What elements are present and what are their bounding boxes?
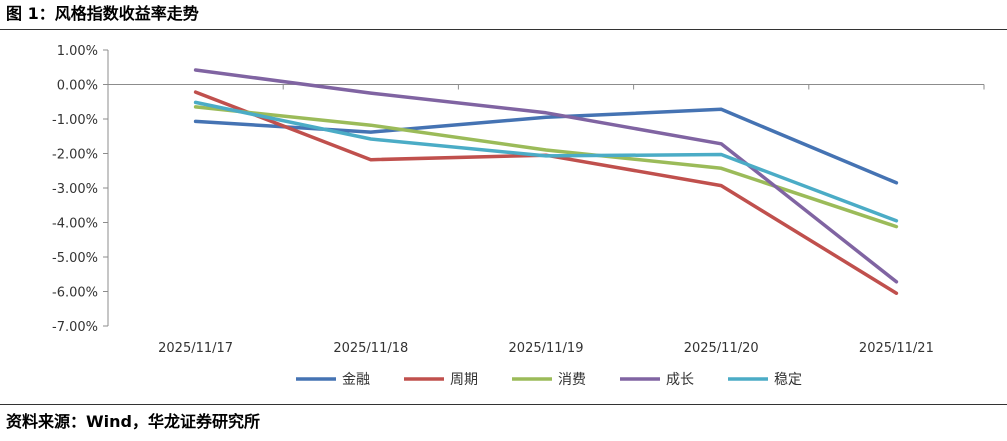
- x-tick-label: 2025/11/18: [333, 341, 408, 356]
- y-tick-label: -5.00%: [52, 251, 98, 266]
- figure-title: 图 1：风格指数收益率走势: [6, 4, 199, 23]
- series-line-4: [193, 68, 899, 284]
- line-chart: 1.00% 0.00% -1.00% -2.00% -3.00% -4.00% -5.00%…: [52, 44, 985, 388]
- x-tick-label: 2025/11/19: [509, 341, 584, 356]
- y-tick-label: -6.00%: [52, 286, 98, 301]
- legend-label: 消费: [558, 372, 586, 388]
- legend-label: 稳定: [774, 372, 802, 388]
- legend-label: 金融: [342, 372, 370, 388]
- x-axis: 2025/11/17 2025/11/18 2025/11/19 2025/11/20…: [107, 84, 985, 356]
- x-tick-label: 2025/11/17: [158, 341, 233, 356]
- y-tick-label: -2.00%: [52, 148, 98, 163]
- legend-label: 周期: [450, 372, 478, 388]
- x-tick-label: 2025/11/21: [859, 341, 934, 356]
- source-note: 资料来源：Wind，华龙证券研究所: [6, 412, 260, 431]
- series-lines: [193, 68, 899, 295]
- y-tick-label: 0.00%: [57, 79, 98, 94]
- y-axis: 1.00% 0.00% -1.00% -2.00% -3.00% -4.00% -5.00%…: [52, 44, 109, 335]
- y-tick-label: -3.00%: [52, 182, 98, 197]
- y-tick-label: 1.00%: [57, 44, 98, 59]
- y-tick-label: -7.00%: [52, 320, 98, 335]
- bottom-rule: [0, 404, 1007, 405]
- legend-label: 成长: [666, 372, 694, 388]
- y-tick-label: -4.00%: [52, 217, 98, 232]
- x-tick-label: 2025/11/20: [684, 341, 759, 356]
- y-tick-label: -1.00%: [52, 113, 98, 128]
- top-rule: [0, 29, 1007, 30]
- series-line-5: [193, 100, 899, 223]
- legend: 金融 周期 消费 成长 稳定: [296, 372, 802, 388]
- series-line-1: [193, 107, 899, 185]
